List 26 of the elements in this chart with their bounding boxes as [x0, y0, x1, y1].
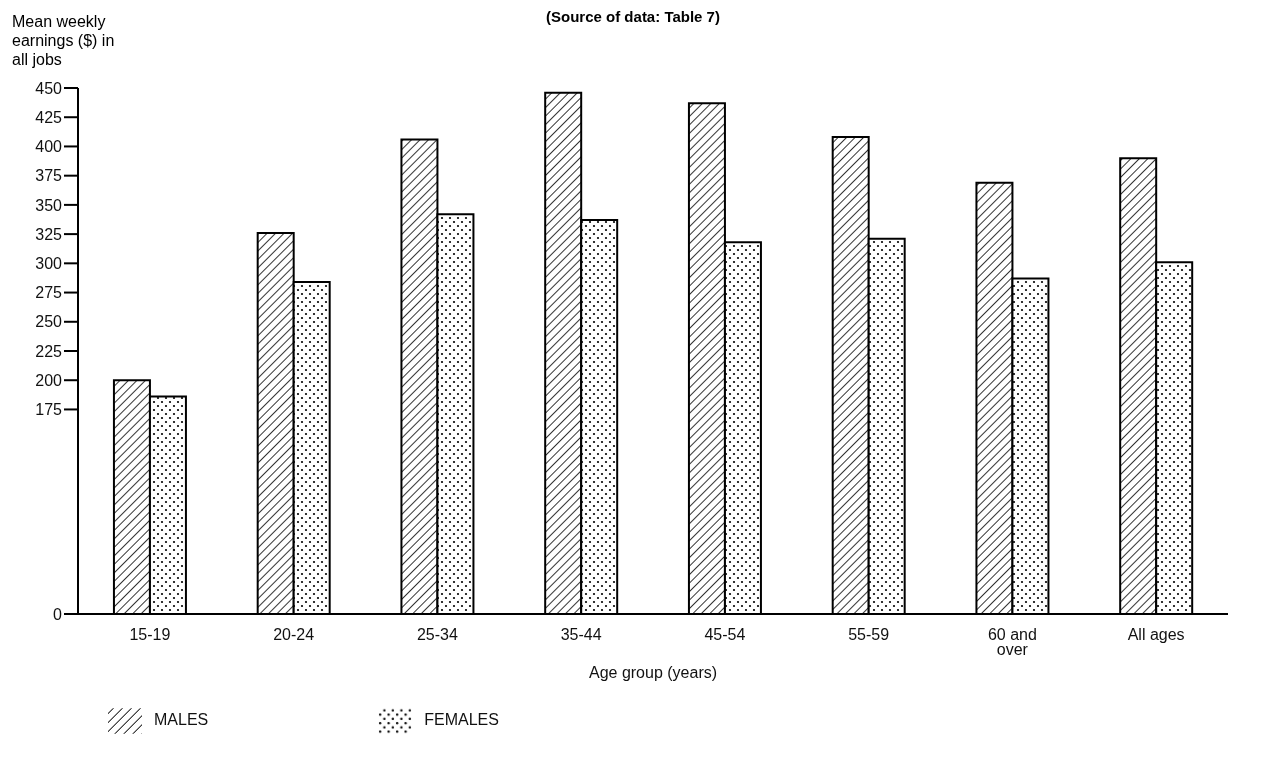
x-tick-label: 45-54	[704, 626, 746, 643]
x-tick-label: 55-59	[848, 626, 890, 643]
y-tick-label: 275	[35, 284, 63, 302]
x-tick-label: 25-34	[416, 626, 458, 643]
y-tick-label: 225	[35, 342, 63, 360]
y-tick-label: 375	[35, 167, 63, 185]
y-tick-label: 325	[35, 225, 63, 243]
y-tick-label: 175	[35, 401, 63, 419]
y-tick-label: 0	[53, 605, 63, 623]
y-tick-label: 350	[35, 196, 63, 214]
x-axis-title: Age group (years)	[588, 664, 718, 681]
y-tick-label: 300	[35, 255, 63, 273]
legend-label: MALES	[154, 711, 209, 729]
x-tick-label: 35-44	[560, 626, 602, 643]
text: (Source of data: Table 7)	[546, 8, 720, 25]
y-tick-label: 425	[35, 108, 63, 126]
y-tick-label: 400	[35, 138, 63, 156]
x-tick-label: All ages	[1127, 626, 1185, 643]
y-tick-label: 200	[35, 371, 63, 389]
x-tick-label: 60 and over	[987, 626, 1037, 658]
x-tick-label: 15-19	[129, 626, 171, 643]
y-tick-label: 450	[35, 79, 63, 97]
y-axis-title: Mean weekly earnings ($) in all jobs	[12, 12, 116, 69]
y-tick-label: 250	[35, 313, 63, 331]
x-tick-label: 20-24	[273, 626, 315, 643]
legend-label: FEMALES	[424, 711, 499, 729]
